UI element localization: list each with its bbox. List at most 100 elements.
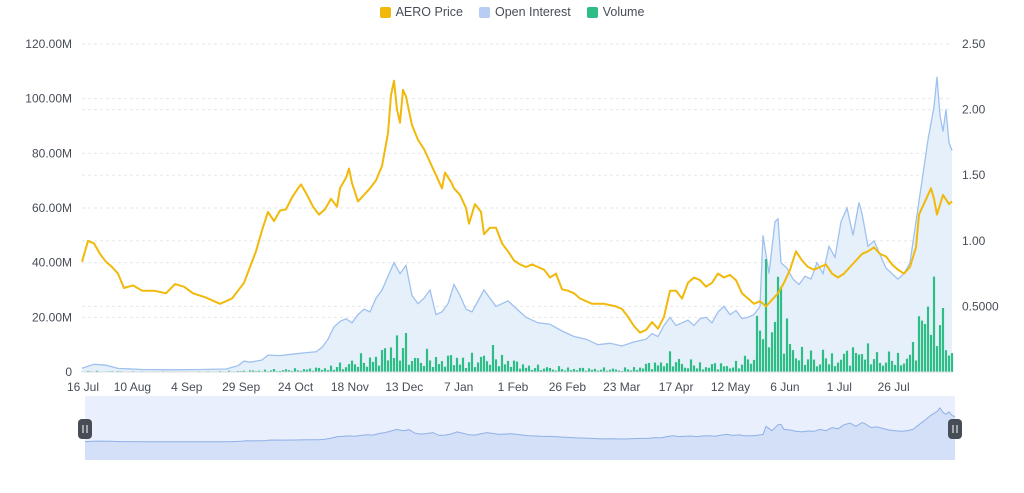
volume-bar (302, 369, 306, 372)
volume-bar (788, 344, 792, 372)
volume-bar (587, 368, 591, 372)
volume-bar (626, 369, 630, 372)
volume-bar (326, 370, 330, 372)
legend-label-open-interest: Open Interest (494, 5, 571, 19)
volume-bar (227, 370, 231, 372)
range-navigator[interactable] (78, 396, 962, 460)
volume-bar (779, 287, 783, 372)
volume-bar (269, 370, 273, 372)
volume-bar (365, 366, 369, 372)
volume-bar (86, 370, 90, 372)
volume-bar (305, 369, 309, 372)
volume-bar (554, 370, 558, 372)
volume-bar (878, 362, 882, 372)
right-tick-label: 2.00 (962, 103, 986, 117)
volume-bar (746, 359, 750, 372)
legend-swatch-open-interest (478, 6, 490, 18)
volume-bar (413, 357, 417, 372)
volume-bar (875, 352, 879, 372)
x-tick-label: 10 Aug (114, 380, 151, 394)
volume-bar (836, 362, 840, 372)
volume-bar (611, 368, 615, 372)
volume-bar (494, 359, 498, 372)
volume-bar (581, 367, 585, 372)
volume-bar (758, 330, 762, 372)
price-series (81, 79, 953, 334)
volume-bar (752, 359, 756, 372)
volume-bar (452, 365, 456, 372)
volume-bar (947, 355, 951, 372)
left-tick-label: 120.00M (25, 37, 72, 51)
navigator-left-handle[interactable] (78, 419, 92, 439)
volume-bar (551, 369, 555, 372)
volume-bar (845, 350, 849, 372)
volume-bar (860, 354, 864, 372)
volume-bar (743, 355, 747, 372)
volume-bar (440, 361, 444, 372)
volume-bar (386, 360, 390, 372)
volume-bar (818, 364, 822, 372)
volume-bar (908, 354, 912, 372)
volume-bar (776, 276, 780, 372)
volume-bar (773, 321, 777, 372)
volume-bar (491, 345, 495, 372)
volume-bar (854, 353, 858, 372)
volume-bar (536, 364, 540, 372)
open-interest-line (81, 76, 953, 371)
open-interest-area (82, 76, 952, 373)
volume-bar (488, 364, 492, 372)
volume-bar (809, 350, 813, 372)
volume-bar (383, 348, 387, 372)
volume-bar (248, 370, 252, 372)
navigator-right-handle[interactable] (948, 419, 962, 439)
volume-bar (422, 366, 426, 372)
volume-bar (458, 364, 462, 372)
volume-bar (539, 370, 543, 372)
legend-item-open-interest[interactable]: Open Interest (478, 5, 571, 19)
volume-bar (308, 368, 312, 372)
volume-bar (407, 364, 411, 372)
volume-bar (827, 364, 831, 372)
volume-bar (800, 346, 804, 372)
volume-bar (449, 355, 453, 372)
left-tick-label: 20.00M (32, 310, 72, 324)
volume-bar (926, 306, 930, 372)
volume-bar (884, 362, 888, 372)
volume-bar (755, 315, 759, 372)
volume-bar (893, 364, 897, 372)
legend-item-volume[interactable]: Volume (586, 5, 644, 19)
volume-bar (623, 367, 627, 372)
right-tick-label: 2.50 (962, 37, 986, 51)
x-tick-label: 29 Sep (222, 380, 260, 394)
x-tick-label: 24 Oct (278, 380, 314, 394)
volume-bar (941, 308, 945, 372)
right-tick-label: 0.5000 (962, 299, 999, 313)
volume-bar (938, 325, 942, 372)
volume-bar (935, 346, 939, 372)
volume-bar (887, 351, 891, 372)
volume-bar (680, 364, 684, 372)
volume-bar (608, 369, 612, 372)
volume-bar (644, 363, 648, 372)
left-tick-label: 80.00M (32, 146, 72, 160)
volume-bar (557, 366, 561, 372)
volume-bar (719, 363, 723, 372)
volume-bar (848, 365, 852, 372)
legend-item-price[interactable]: AERO Price (379, 5, 463, 19)
volume-bar (647, 363, 651, 372)
volume-bar (290, 370, 294, 372)
volume-bar (683, 367, 687, 372)
volume-bar (689, 359, 693, 372)
volume-bar (899, 365, 903, 372)
volume-bar (944, 350, 948, 372)
volume-bar (548, 368, 552, 372)
volume-bar (725, 366, 729, 372)
volume-bar (578, 367, 582, 372)
volume-bar (485, 361, 489, 372)
volume-bar (770, 332, 774, 372)
volume-bar (707, 367, 711, 372)
volume-bar (803, 364, 807, 372)
volume-bar (479, 356, 483, 372)
volume-bar (677, 358, 681, 372)
right-tick-label: 1.50 (962, 168, 986, 182)
